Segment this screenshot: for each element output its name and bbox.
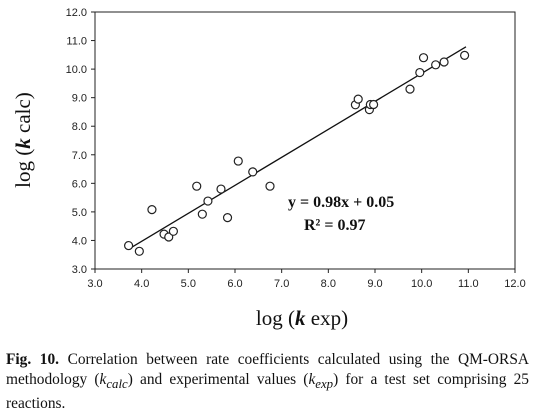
data-point [134,246,144,256]
plot-area [94,11,516,270]
y-tick-label: 4.0 [72,235,87,247]
x-tick-label: 7.0 [274,278,289,290]
x-tick-label: 11.0 [458,278,479,290]
data-point [216,184,226,194]
kexp-subscript: exp [315,377,334,392]
x-tick-label: 8.0 [321,278,336,290]
y-tick-label: 5.0 [72,207,87,219]
data-point [168,226,178,236]
kexp-symbol: k [308,371,316,388]
data-point [222,213,233,223]
caption-text-3: ) for a test set comprising 25 reactions… [6,371,529,413]
data-point [431,60,441,70]
x-axis-ticks: 3.0 4.0 5.0 6.0 7.0 8.0 9.0 10.0 11.0 12.0 [87,269,526,290]
y-tick-label: 7.0 [72,150,87,162]
data-point [460,50,470,61]
kcalc-subscript: calc [106,377,128,392]
x-tick-label: 3.0 [87,278,102,290]
data-point [147,205,157,215]
data-point [405,84,415,94]
regression-equation: y = 0.98x + 0.05 [288,194,394,211]
kcalc-symbol: k [99,371,107,388]
y-tick-label: 8.0 [72,121,87,133]
figure-caption: Fig. 10. Correlation between rate coeffi… [6,350,529,414]
caption-text-2: ) and experimental values ( [127,371,309,388]
x-tick-label: 9.0 [367,278,382,290]
data-point [265,181,275,191]
data-point [203,196,213,206]
y-tick-label: 12.0 [66,7,87,19]
y-axis-ticks: 3.0 4.0 5.0 6.0 7.0 8.0 9.0 10.0 11.0 12.0 [66,7,95,276]
r-squared-label: R² = 0.97 [304,217,365,234]
y-tick-label: 9.0 [72,93,87,105]
y-tick-label: 11.0 [66,36,87,48]
data-point [369,99,379,110]
caption-label: Fig. 10. [6,351,60,368]
y-tick-label: 10.0 [66,64,87,76]
x-tick-label: 6.0 [227,278,242,290]
y-tick-label: 3.0 [72,264,87,276]
x-axis-label: log (k exp) [256,306,348,330]
y-tick-label: 6.0 [72,178,87,190]
data-point [124,240,134,251]
scatter-chart: 3.0 4.0 5.0 6.0 7.0 8.0 9.0 10.0 11.0 12.0 3.0 4.0… [11,7,526,330]
data-point [192,181,202,191]
data-point [415,67,425,78]
x-tick-label: 12.0 [504,278,525,290]
y-axis-label: log (k calc) [11,92,35,188]
data-point [197,209,207,219]
trendline [129,46,467,249]
x-tick-label: 4.0 [134,278,149,290]
caption-text-1: Correlation between rate coefficients ca… [6,351,529,388]
data-points [124,50,470,256]
data-point [353,94,363,104]
x-tick-label: 5.0 [181,278,196,290]
x-tick-label: 10.0 [411,278,432,290]
data-point [233,156,243,166]
data-point [248,167,258,177]
data-point [439,57,449,67]
data-point [418,53,429,63]
